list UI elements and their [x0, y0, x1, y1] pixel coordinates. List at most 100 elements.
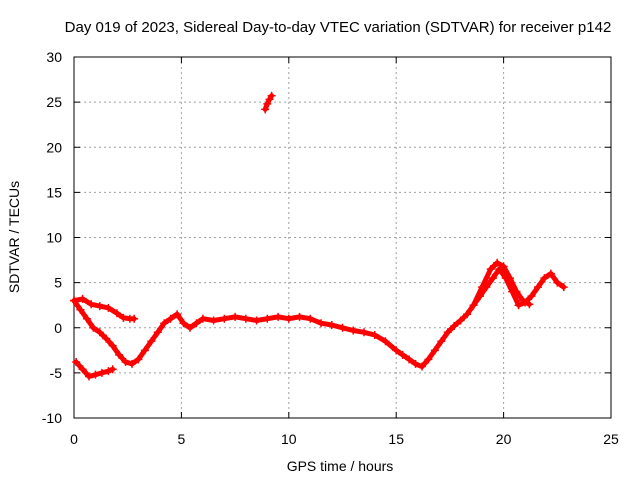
sdtvar-peak-branch: [469, 258, 534, 310]
data-point: [317, 319, 326, 328]
data-point: [267, 91, 276, 100]
data-point: [153, 328, 162, 337]
data-point: [147, 337, 156, 346]
x-tick-label: 0: [70, 431, 78, 447]
data-point: [89, 323, 98, 332]
data-point: [252, 316, 261, 325]
data-point: [185, 323, 194, 332]
data-point: [295, 312, 304, 321]
sdtvar-low-branch: [72, 358, 117, 381]
data-point: [192, 319, 201, 328]
x-tick-label: 20: [496, 431, 512, 447]
data-point: [166, 314, 175, 323]
x-tick-label: 15: [388, 431, 404, 447]
x-tick-label: 25: [603, 431, 619, 447]
data-point: [263, 99, 272, 108]
y-axis-label: SDTVAR / TECUs: [6, 181, 22, 293]
data-point: [231, 312, 240, 321]
data-point: [95, 302, 104, 311]
data-point: [533, 283, 542, 292]
sdtvar-upper-branch: [70, 294, 139, 323]
data-point: [437, 337, 446, 346]
data-point: [540, 274, 549, 283]
data-point: [274, 312, 283, 321]
data-point: [115, 350, 124, 359]
grid-lines: [74, 57, 611, 418]
data-point: [284, 314, 293, 323]
data-point: [359, 328, 368, 337]
data-point: [140, 346, 149, 355]
data-point: [559, 283, 568, 292]
data-point: [417, 362, 426, 371]
y-tick-label: -10: [42, 410, 62, 426]
data-point: [102, 334, 111, 343]
data-point: [456, 316, 465, 325]
data-point: [173, 310, 182, 319]
y-tick-label: 15: [46, 184, 62, 200]
data-point: [488, 274, 497, 283]
data-point: [506, 274, 515, 283]
data-point: [411, 359, 420, 368]
data-point: [76, 305, 85, 314]
data-point: [85, 372, 94, 381]
y-tick-label: 0: [54, 320, 62, 336]
data-point: [112, 309, 121, 318]
sdtvar-outlier-line: [262, 93, 275, 112]
data-point: [398, 350, 407, 359]
data-point: [261, 105, 270, 114]
data-point: [424, 355, 433, 364]
data-point: [392, 346, 401, 355]
data-point: [160, 319, 169, 328]
sdtvar-main-line: [71, 266, 567, 370]
data-point: [78, 294, 87, 303]
data-point: [121, 358, 130, 367]
data-point: [95, 328, 104, 337]
data-point: [443, 328, 452, 337]
data-point: [338, 323, 347, 332]
data-point: [72, 358, 81, 367]
y-tick-label: 30: [46, 49, 62, 65]
data-point: [209, 316, 218, 325]
data-point: [527, 292, 536, 301]
sdtvar-main: [70, 265, 568, 371]
data-point: [478, 283, 487, 292]
data-series: [70, 91, 568, 381]
data-point: [104, 367, 113, 376]
data-point: [241, 314, 250, 323]
data-point: [486, 265, 495, 274]
data-point: [179, 319, 188, 328]
data-point: [463, 310, 472, 319]
data-point: [370, 330, 379, 339]
data-point: [119, 313, 128, 322]
y-tick-label: 5: [54, 275, 62, 291]
x-tick-label: 10: [281, 431, 297, 447]
data-point: [97, 368, 106, 377]
data-point: [327, 321, 336, 330]
sdtvar-outlier: [261, 91, 276, 114]
y-tick-label: 25: [46, 94, 62, 110]
data-point: [512, 287, 521, 296]
data-point: [127, 359, 136, 368]
data-point: [546, 269, 555, 278]
data-point: [493, 258, 502, 267]
data-point: [518, 296, 527, 305]
data-point: [469, 301, 478, 310]
data-point: [87, 300, 96, 309]
data-point: [104, 303, 113, 312]
data-point: [450, 321, 459, 330]
data-point: [70, 296, 78, 305]
data-point: [514, 301, 523, 310]
chart-title: Day 019 of 2023, Sidereal Day-to-day VTE…: [65, 19, 612, 36]
data-point: [525, 300, 534, 309]
data-point: [430, 346, 439, 355]
data-point: [78, 365, 87, 374]
data-point: [381, 337, 390, 346]
data-point: [220, 314, 229, 323]
data-point: [553, 278, 562, 287]
y-tick-label: 10: [46, 230, 62, 246]
axis-ticks: 0 5 10 15 20 25 -10 -5 0 5 10 15 20 25 30: [42, 49, 619, 447]
data-point: [405, 355, 414, 364]
x-axis-label: GPS time / hours: [287, 458, 394, 474]
y-tick-label: -5: [50, 365, 63, 381]
